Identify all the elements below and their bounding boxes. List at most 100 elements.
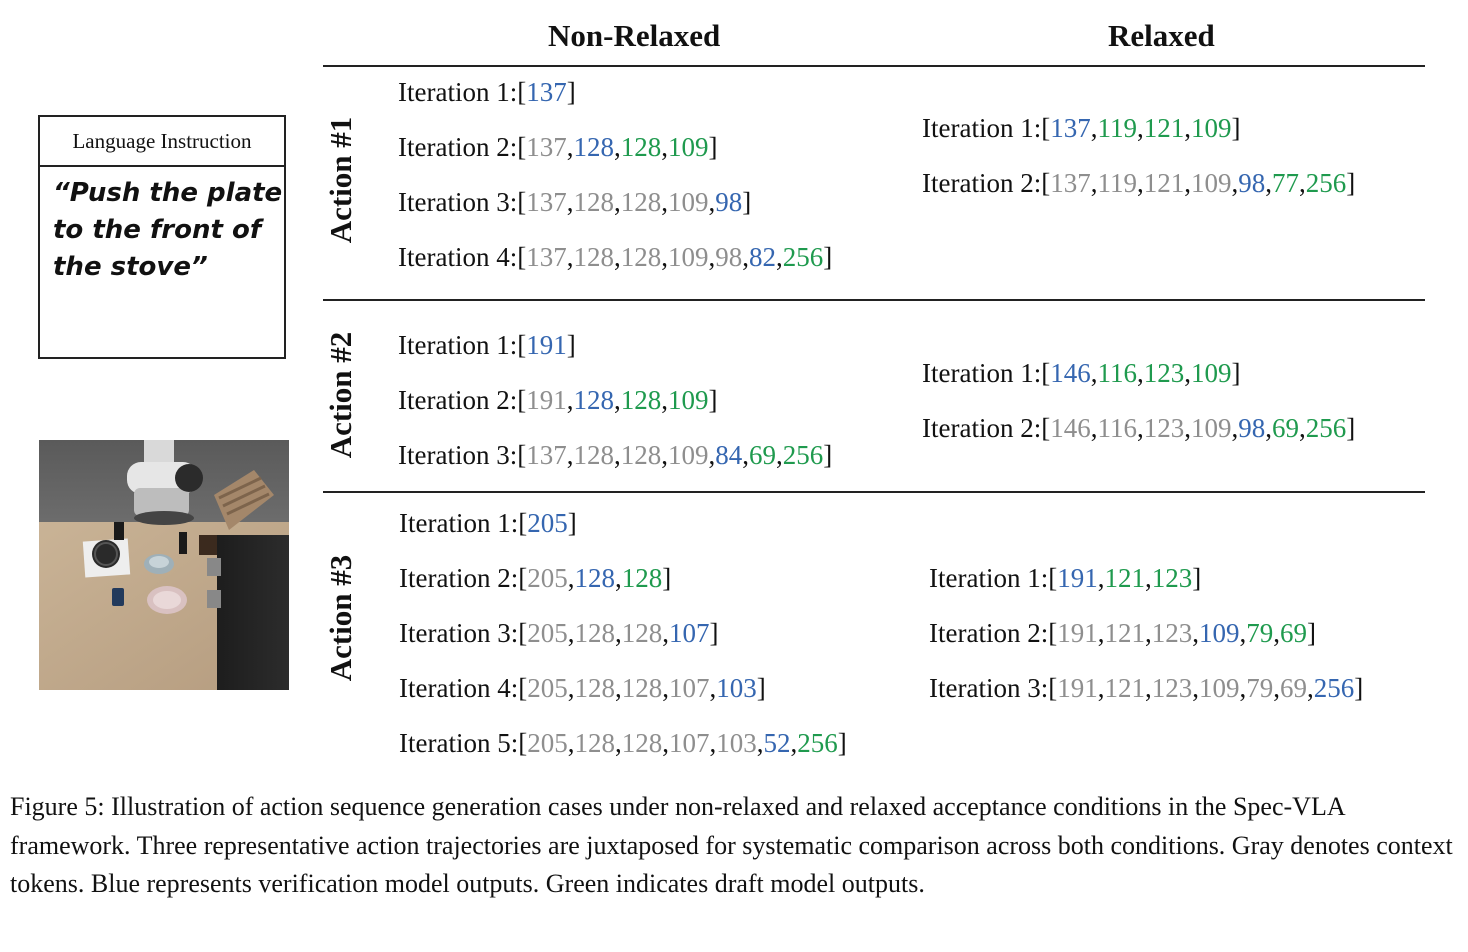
action-token: 205: [527, 508, 568, 538]
robot-kitchen-scene-icon: [39, 440, 289, 690]
action-token: 109: [667, 187, 709, 217]
iteration-prefix: Iteration 3:: [398, 187, 518, 217]
non-relaxed-iteration-row: Iteration 3:[137,128,128,109,84,69,256]: [398, 440, 833, 470]
action-token: 121: [1104, 563, 1145, 593]
action-token: 98: [715, 187, 743, 217]
non-relaxed-iteration-row: Iteration 4:[205,128,128,107,103]: [399, 673, 766, 703]
relaxed-iteration-row: Iteration 2:[137,119,121,109,98,77,256]: [922, 168, 1356, 198]
non-relaxed-iteration-row: Iteration 1:[137]: [398, 77, 576, 107]
relaxed-iteration-row: Iteration 1:[137,119,121,109]: [922, 113, 1241, 143]
iteration-prefix: Iteration 2:: [922, 413, 1042, 443]
non-relaxed-iteration-row: Iteration 5:[205,128,128,107,103,52,256]: [399, 728, 847, 758]
action-token: 128: [574, 563, 615, 593]
action-token: 116: [1097, 358, 1137, 388]
action-token: 123: [1151, 618, 1193, 648]
iteration-prefix: Iteration 2:: [929, 618, 1049, 648]
action-token: 109: [667, 132, 709, 162]
action-token: 128: [621, 728, 663, 758]
action-token: 256: [1313, 673, 1355, 703]
iteration-prefix: Iteration 1:: [398, 330, 518, 360]
action-token: 107: [668, 728, 710, 758]
non-relaxed-iteration-row: Iteration 2:[205,128,128]: [399, 563, 672, 593]
action-divider-1: [323, 299, 1425, 301]
action-token: 107: [668, 673, 710, 703]
action-token: 137: [526, 440, 567, 470]
action-label-2: Action #2: [323, 331, 358, 459]
action-token: 121: [1104, 618, 1145, 648]
action-token: 119: [1097, 113, 1137, 143]
action-token: 109: [1198, 618, 1240, 648]
figure-caption: Figure 5: Illustration of action sequenc…: [10, 792, 1453, 898]
action-token: 128: [620, 385, 662, 415]
action-token: 205: [527, 563, 568, 593]
action-token: 123: [1143, 413, 1185, 443]
action-token: 103: [716, 728, 757, 758]
non-relaxed-iteration-row: Iteration 1:[205]: [399, 508, 577, 538]
action-token: 79: [1246, 673, 1274, 703]
action-token: 98: [715, 242, 743, 272]
action-token: 128: [620, 440, 662, 470]
action-token: 52: [763, 728, 791, 758]
action-token: 191: [1057, 618, 1098, 648]
language-instruction-text: “Push the plate to the front of the stov…: [53, 178, 283, 282]
action-token: 128: [621, 563, 663, 593]
iteration-prefix: Iteration 3:: [929, 673, 1049, 703]
iteration-prefix: Iteration 1:: [398, 77, 518, 107]
header-rule: [323, 65, 1425, 67]
action-token: 146: [1050, 413, 1091, 443]
action-token: 82: [748, 242, 776, 272]
action-token: 205: [527, 618, 568, 648]
action-token: 128: [620, 132, 662, 162]
iteration-prefix: Iteration 1:: [922, 113, 1042, 143]
action-token: 109: [667, 385, 709, 415]
iteration-prefix: Iteration 2:: [399, 563, 519, 593]
action-token: 109: [667, 242, 709, 272]
action-token: 137: [526, 77, 567, 107]
language-instruction-title: Language Instruction: [40, 117, 284, 167]
iteration-prefix: Iteration 3:: [398, 440, 518, 470]
action-token: 191: [526, 330, 567, 360]
action-token: 69: [1271, 413, 1299, 443]
action-token: 128: [573, 242, 614, 272]
action-token: 256: [782, 440, 824, 470]
action-token: 98: [1238, 168, 1266, 198]
action-token: 128: [573, 187, 614, 217]
action-token: 109: [1190, 358, 1232, 388]
action-token: 69: [1279, 673, 1307, 703]
action-token: 137: [526, 242, 567, 272]
action-token: 128: [574, 618, 615, 648]
non-relaxed-iteration-row: Iteration 2:[191,128,128,109]: [398, 385, 718, 415]
action-token: 128: [573, 132, 614, 162]
action-token: 69: [748, 440, 776, 470]
action-token: 128: [620, 242, 662, 272]
iteration-prefix: Iteration 2:: [398, 132, 518, 162]
non-relaxed-header: Non-Relaxed: [548, 18, 721, 53]
non-relaxed-iteration-row: Iteration 2:[137,128,128,109]: [398, 132, 718, 162]
relaxed-iteration-row: Iteration 1:[191,121,123]: [929, 563, 1202, 593]
relaxed-header: Relaxed: [1108, 18, 1215, 53]
action-token: 116: [1097, 413, 1137, 443]
action-label-3: Action #3: [323, 554, 358, 682]
iteration-prefix: Iteration 2:: [922, 168, 1042, 198]
action-token: 128: [573, 385, 614, 415]
action-token: 121: [1143, 168, 1185, 198]
action-token: 109: [1190, 413, 1232, 443]
action-token: 103: [716, 673, 757, 703]
iteration-prefix: Iteration 5:: [399, 728, 519, 758]
non-relaxed-iteration-row: Iteration 4:[137,128,128,109,98,82,256]: [398, 242, 833, 272]
iteration-prefix: Iteration 2:: [398, 385, 518, 415]
action-token: 128: [620, 187, 662, 217]
action-label-1: Action #1: [323, 116, 358, 244]
action-token: 107: [668, 618, 710, 648]
iteration-prefix: Iteration 1:: [399, 508, 519, 538]
relaxed-iteration-row: Iteration 2:[146,116,123,109,98,69,256]: [922, 413, 1356, 443]
action-token: 121: [1143, 113, 1185, 143]
relaxed-iteration-row: Iteration 2:[191,121,123,109,79,69]: [929, 618, 1316, 648]
action-token: 109: [1190, 113, 1232, 143]
action-token: 137: [1050, 168, 1091, 198]
action-token: 109: [1198, 673, 1240, 703]
iteration-prefix: Iteration 4:: [399, 673, 519, 703]
relaxed-iteration-row: Iteration 1:[146,116,123,109]: [922, 358, 1241, 388]
action-divider-2: [323, 491, 1425, 493]
action-token: 137: [1050, 113, 1091, 143]
